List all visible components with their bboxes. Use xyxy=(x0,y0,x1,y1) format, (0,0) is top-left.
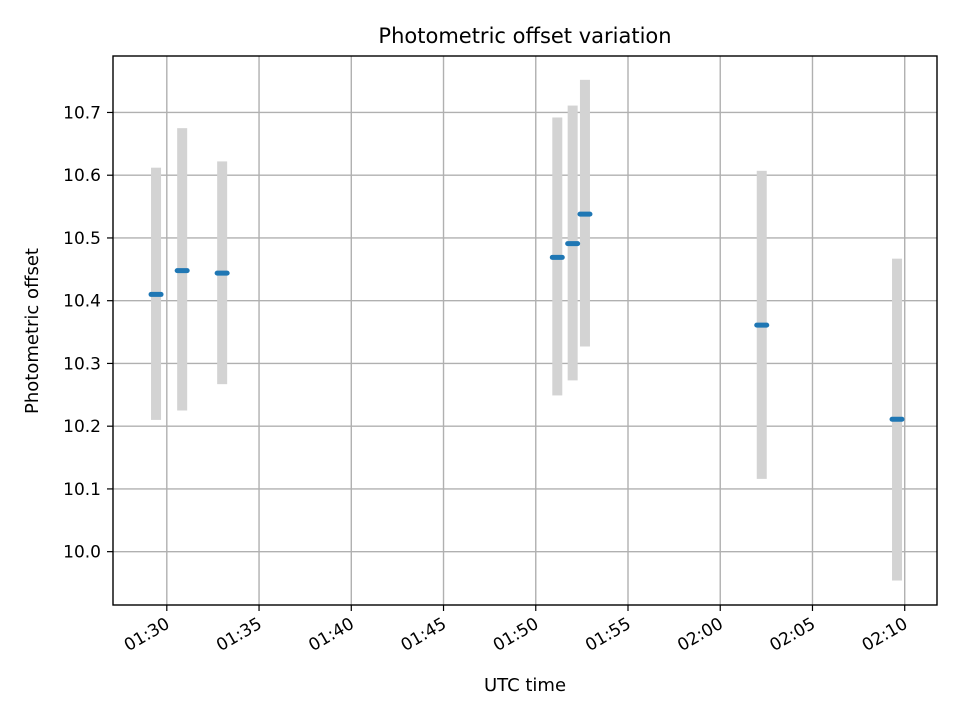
grid xyxy=(113,56,937,605)
y-tick-label: 10.0 xyxy=(63,543,101,563)
y-tick-label: 10.1 xyxy=(63,480,101,500)
y-tick-label: 10.7 xyxy=(63,103,101,123)
chart-title: Photometric offset variation xyxy=(378,24,671,48)
y-tick-label: 10.6 xyxy=(63,166,101,186)
y-tick-label: 10.3 xyxy=(63,354,101,374)
y-tick-label: 10.4 xyxy=(63,292,101,312)
y-axis-label: Photometric offset xyxy=(22,248,43,414)
y-tick-label: 10.5 xyxy=(63,229,101,249)
data-points xyxy=(148,211,905,422)
y-tick-label: 10.2 xyxy=(63,417,101,437)
plot-frame xyxy=(112,55,938,606)
x-axis-label: UTC time xyxy=(484,675,566,696)
